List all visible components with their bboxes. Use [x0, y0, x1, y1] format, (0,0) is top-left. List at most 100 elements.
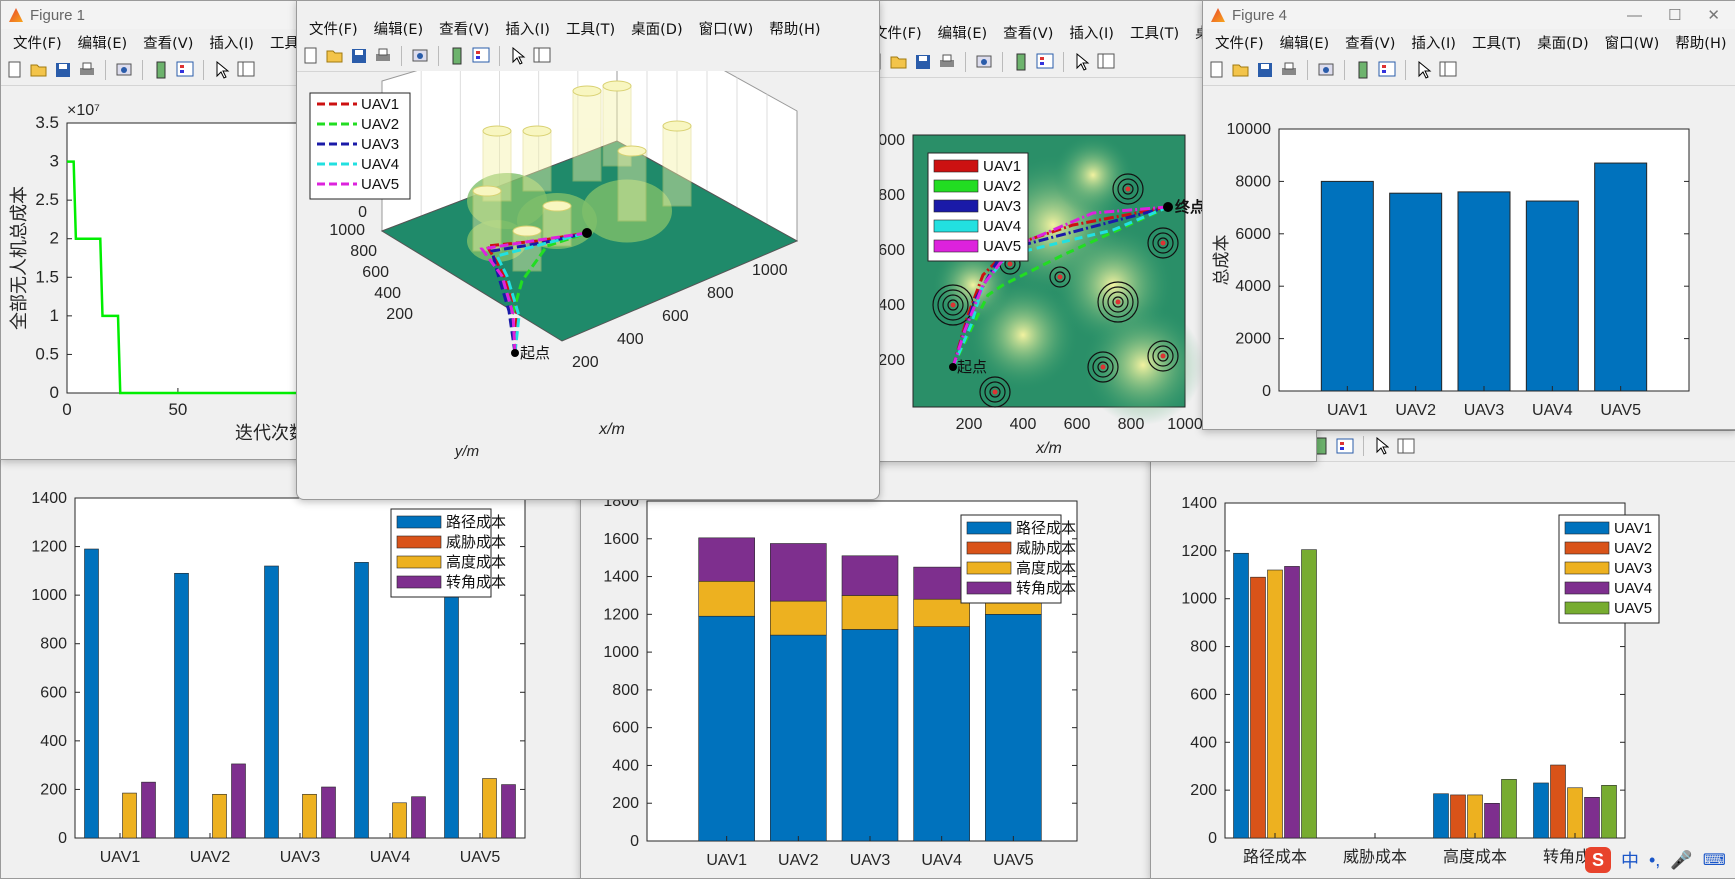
minimize-icon[interactable]: — — [1627, 7, 1642, 24]
figure-stacked-window: 0 200 400 600 800 1000 1200 1400 1600 1800 UAV1 UAV… — [580, 440, 1152, 879]
menu-item[interactable]: 插入(I) — [1403, 32, 1464, 53]
bar-segment — [842, 629, 898, 841]
bar — [483, 779, 497, 839]
threat-cylinder — [523, 131, 551, 191]
legend-swatch — [397, 536, 441, 548]
menu-item[interactable]: 查看(V) — [135, 32, 201, 53]
menu-item[interactable]: 文件(F) — [5, 32, 70, 53]
x-tick-label: 50 — [168, 400, 187, 419]
legend-icon[interactable] — [175, 60, 195, 80]
property-editor-icon[interactable] — [532, 46, 552, 66]
new-file-icon[interactable] — [1207, 60, 1227, 80]
legend-label: 转角成本 — [1016, 580, 1076, 597]
y-tick-label: 200 — [40, 781, 67, 798]
bar-segment — [985, 614, 1041, 841]
bar — [1285, 566, 1300, 838]
save-icon[interactable] — [53, 60, 73, 80]
y-tick-label: 600 — [878, 242, 905, 259]
colorbar-icon[interactable] — [1011, 52, 1031, 72]
y-tick-label: 1000 — [1181, 591, 1217, 608]
print-icon[interactable] — [77, 60, 97, 80]
terrain-bump — [1083, 305, 1203, 425]
figure4-toolbar — [1203, 55, 1735, 86]
menu-item[interactable]: 文件(F) — [301, 18, 366, 39]
pointer-icon[interactable] — [212, 60, 232, 80]
bar — [123, 793, 137, 838]
menu-item[interactable]: 工具(T) — [1464, 32, 1529, 53]
property-editor-icon[interactable] — [1096, 52, 1116, 72]
legend-swatch — [397, 516, 441, 528]
menu-item[interactable]: 工具(T) — [558, 18, 623, 39]
total-cost-bar-chart: 0200040006000800010000UAV1 UAV2 UAV3 UAV4 UA… — [1203, 87, 1735, 429]
link-plot-icon[interactable] — [1316, 60, 1336, 80]
maximize-icon[interactable]: ☐ — [1668, 6, 1681, 24]
menu-item[interactable]: 文件(F) — [1207, 32, 1272, 53]
menu-item[interactable]: 窗口(W) — [1597, 32, 1668, 53]
menu-item[interactable]: 编辑(E) — [1272, 32, 1337, 53]
keyboard-icon[interactable]: ⌨ — [1703, 850, 1726, 870]
bar — [1585, 797, 1600, 838]
menu-item[interactable]: 编辑(E) — [930, 22, 995, 43]
punctuation-icon[interactable]: •, — [1649, 850, 1660, 871]
print-icon[interactable] — [373, 46, 393, 66]
cylinder-top — [473, 186, 501, 196]
pointer-icon[interactable] — [508, 46, 528, 66]
menu-item[interactable]: 插入(I) — [201, 32, 262, 53]
save-icon[interactable] — [1255, 60, 1275, 80]
legend-icon[interactable] — [1377, 60, 1397, 80]
sogou-s-icon[interactable]: S — [1585, 847, 1611, 873]
colorbar-icon[interactable] — [1353, 60, 1373, 80]
pointer-icon[interactable] — [1414, 60, 1434, 80]
threat-center — [1008, 262, 1013, 267]
link-plot-icon[interactable] — [974, 52, 994, 72]
open-folder-icon[interactable] — [325, 46, 345, 66]
link-plot-icon[interactable] — [114, 60, 134, 80]
y-tick-label: 10000 — [1227, 121, 1272, 138]
menu-item[interactable]: 桌面(D) — [623, 18, 690, 39]
menu-item[interactable]: 查看(V) — [1337, 32, 1403, 53]
menu-item[interactable]: 插入(I) — [497, 18, 558, 39]
legend-icon[interactable] — [1035, 52, 1055, 72]
y-tick-label: 600 — [1190, 686, 1217, 703]
link-plot-icon[interactable] — [410, 46, 430, 66]
property-editor-icon[interactable] — [236, 60, 256, 80]
open-folder-icon[interactable] — [1231, 60, 1251, 80]
x-tick-label: 600 — [662, 308, 689, 325]
menu-item[interactable]: 窗口(W) — [691, 18, 762, 39]
menu-item[interactable]: 帮助(H) — [761, 18, 828, 39]
print-icon[interactable] — [937, 52, 957, 72]
cylinder-top — [618, 146, 646, 156]
property-editor-icon[interactable] — [1438, 60, 1458, 80]
menu-item[interactable]: 帮助(H) — [1667, 32, 1734, 53]
bar — [1251, 577, 1266, 838]
end-label: 终点 — [1175, 198, 1205, 216]
pointer-icon[interactable] — [1072, 52, 1092, 72]
menu-item[interactable]: 工具(T) — [1122, 22, 1187, 43]
x-tick-label: UAV3 — [850, 852, 891, 869]
new-file-icon[interactable] — [5, 60, 25, 80]
print-icon[interactable] — [1279, 60, 1299, 80]
menu-item[interactable]: 查看(V) — [995, 22, 1061, 43]
menu-item[interactable]: 编辑(E) — [70, 32, 135, 53]
open-folder-icon[interactable] — [29, 60, 49, 80]
close-icon[interactable]: ✕ — [1707, 6, 1720, 24]
menu-item[interactable]: 插入(I) — [1061, 22, 1122, 43]
figure4-window: Figure 4 — ☐ ✕ 文件(F) 编辑(E) 查看(V) 插入(I) 工具(T)… — [1202, 0, 1735, 430]
menu-item[interactable]: 编辑(E) — [366, 18, 431, 39]
menu-item[interactable]: 桌面(D) — [1529, 32, 1596, 53]
menu-item[interactable]: 查看(V) — [431, 18, 497, 39]
colorbar-icon[interactable] — [447, 46, 467, 66]
ime-chinese-icon[interactable]: 中 — [1621, 847, 1639, 873]
open-folder-icon[interactable] — [889, 52, 909, 72]
colorbar-icon[interactable] — [151, 60, 171, 80]
x-tick-label: 路径成本 — [1243, 848, 1307, 866]
new-file-icon[interactable] — [301, 46, 321, 66]
bar — [1234, 553, 1249, 838]
save-icon[interactable] — [913, 52, 933, 72]
save-icon[interactable] — [349, 46, 369, 66]
microphone-icon[interactable]: 🎤 — [1670, 850, 1692, 871]
legend-icon[interactable] — [471, 46, 491, 66]
grouped-bar-chart: 0200400600800100012001400UAV1 UAV2 UAV3 UAV… — [1, 441, 581, 878]
bar-segment — [770, 544, 826, 602]
cylinder-top — [543, 201, 571, 211]
